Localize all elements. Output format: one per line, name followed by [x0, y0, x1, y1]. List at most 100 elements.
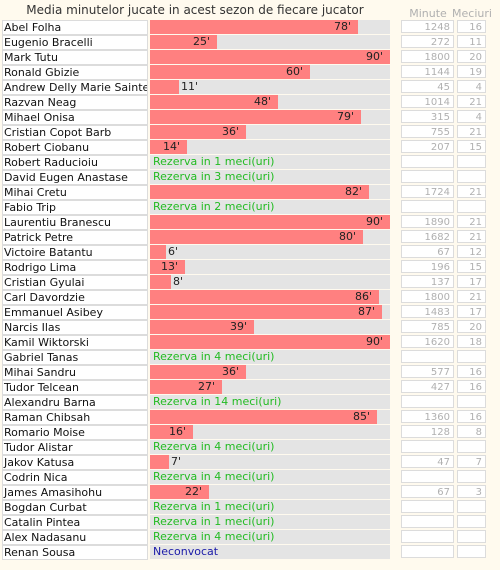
- matches-cell: [457, 515, 486, 528]
- bar-value-label: 14': [163, 140, 181, 153]
- table-row: Mihael Onisa 79' 315 4: [0, 110, 500, 125]
- minutes-cell: 272: [401, 35, 454, 48]
- minutes-cell: 45: [401, 80, 454, 93]
- status-note: Rezerva in 4 meci(uri): [153, 350, 275, 363]
- bar: [150, 35, 217, 49]
- bar-value-label: 90': [366, 50, 384, 63]
- bar-value-label: 85': [353, 410, 371, 423]
- bar: [150, 245, 166, 259]
- status-note: Rezerva in 4 meci(uri): [153, 440, 275, 453]
- bar-track: 60': [150, 65, 390, 79]
- player-name: Patrick Petre: [2, 230, 148, 245]
- player-name: David Eugen Anastase: [2, 170, 148, 185]
- matches-cell: 3: [457, 485, 486, 498]
- bar-track: Rezerva in 1 meci(uri): [150, 500, 390, 514]
- player-name: Andrew Delly Marie Sainte: [2, 80, 148, 95]
- minutes-cell: 1014: [401, 95, 454, 108]
- matches-cell: [457, 200, 486, 213]
- matches-cell: 16: [457, 410, 486, 423]
- bar-value-label: 60': [286, 65, 304, 78]
- minutes-cell: 67: [401, 245, 454, 258]
- bar-value-label: 79': [337, 110, 355, 123]
- matches-cell: 7: [457, 455, 486, 468]
- table-row: Cristian Gyulai 8' 137 17: [0, 275, 500, 290]
- table-row: Alex Nadasanu Rezerva in 4 meci(uri): [0, 530, 500, 545]
- matches-cell: 21: [457, 290, 486, 303]
- bar-value-label: 78': [334, 20, 352, 33]
- table-row: Andrew Delly Marie Sainte 11' 45 4: [0, 80, 500, 95]
- table-row: Mark Tutu 90' 1800 20: [0, 50, 500, 65]
- minutes-cell: 1620: [401, 335, 454, 348]
- bar-value-label: 22': [185, 485, 203, 498]
- bar-value-label: 82': [345, 185, 363, 198]
- minutes-cell: [401, 515, 454, 528]
- bar-value-label: 36': [222, 365, 240, 378]
- status-note: Rezerva in 4 meci(uri): [153, 470, 275, 483]
- player-name: Bogdan Curbat: [2, 500, 148, 515]
- bar: [150, 425, 193, 439]
- table-row: Tudor Alistar Rezerva in 4 meci(uri): [0, 440, 500, 455]
- bar-track: 6': [150, 245, 390, 259]
- matches-cell: [457, 170, 486, 183]
- bar-value-label: 27': [198, 380, 216, 393]
- minutes-cell: [401, 470, 454, 483]
- table-row: Tudor Telcean 27' 427 16: [0, 380, 500, 395]
- matches-cell: [457, 500, 486, 513]
- bar: [150, 305, 382, 319]
- minutes-cell: 1890: [401, 215, 454, 228]
- bar-value-label: 36': [222, 125, 240, 138]
- matches-cell: 21: [457, 230, 486, 243]
- bar-track: 80': [150, 230, 390, 244]
- player-name: James Amasihohu: [2, 485, 148, 500]
- table-row: Kamil Wiktorski 90' 1620 18: [0, 335, 500, 350]
- column-header-minutes: Minute: [409, 7, 447, 20]
- minutes-cell: [401, 170, 454, 183]
- bar-value-label: 48': [254, 95, 272, 108]
- matches-cell: [457, 395, 486, 408]
- table-row: Catalin Pintea Rezerva in 1 meci(uri): [0, 515, 500, 530]
- bar-track: 25': [150, 35, 390, 49]
- minutes-cell: [401, 155, 454, 168]
- bar-track: 13': [150, 260, 390, 274]
- table-row: Ronald Gbizie 60' 1144 19: [0, 65, 500, 80]
- table-row: Rodrigo Lima 13' 196 15: [0, 260, 500, 275]
- matches-cell: 16: [457, 20, 486, 33]
- bar-track: Rezerva in 4 meci(uri): [150, 350, 390, 364]
- bar-track: 14': [150, 140, 390, 154]
- bar: [150, 215, 390, 229]
- matches-cell: 17: [457, 275, 486, 288]
- matches-cell: 21: [457, 215, 486, 228]
- matches-cell: 4: [457, 110, 486, 123]
- bar: [150, 380, 222, 394]
- player-name: Robert Raducioiu: [2, 155, 148, 170]
- bar-value-label: 16': [169, 425, 187, 438]
- minutes-cell: 755: [401, 125, 454, 138]
- player-name: Mihael Onisa: [2, 110, 148, 125]
- bar: [150, 80, 179, 94]
- table-row: Carl Davordzie 86' 1800 21: [0, 290, 500, 305]
- bar: [150, 410, 377, 424]
- minutes-cell: 1800: [401, 50, 454, 63]
- bar-track: 27': [150, 380, 390, 394]
- bar-track: 86': [150, 290, 390, 304]
- minutes-cell: 785: [401, 320, 454, 333]
- minutes-cell: 315: [401, 110, 454, 123]
- bar: [150, 140, 187, 154]
- matches-cell: 16: [457, 365, 486, 378]
- bar: [150, 50, 390, 64]
- table-row: Patrick Petre 80' 1682 21: [0, 230, 500, 245]
- player-name: Carl Davordzie: [2, 290, 148, 305]
- matches-cell: 20: [457, 50, 486, 63]
- player-name: Gabriel Tanas: [2, 350, 148, 365]
- bar: [150, 335, 390, 349]
- status-note: Rezerva in 14 meci(uri): [153, 395, 282, 408]
- minutes-cell: [401, 440, 454, 453]
- bar-track: Rezerva in 4 meci(uri): [150, 470, 390, 484]
- minutes-cell: 1800: [401, 290, 454, 303]
- table-row: Renan Sousa Neconvocat: [0, 545, 500, 560]
- bar-track: 85': [150, 410, 390, 424]
- matches-cell: 12: [457, 245, 486, 258]
- bar: [150, 260, 185, 274]
- bar: [150, 365, 246, 379]
- player-name: Tudor Alistar: [2, 440, 148, 455]
